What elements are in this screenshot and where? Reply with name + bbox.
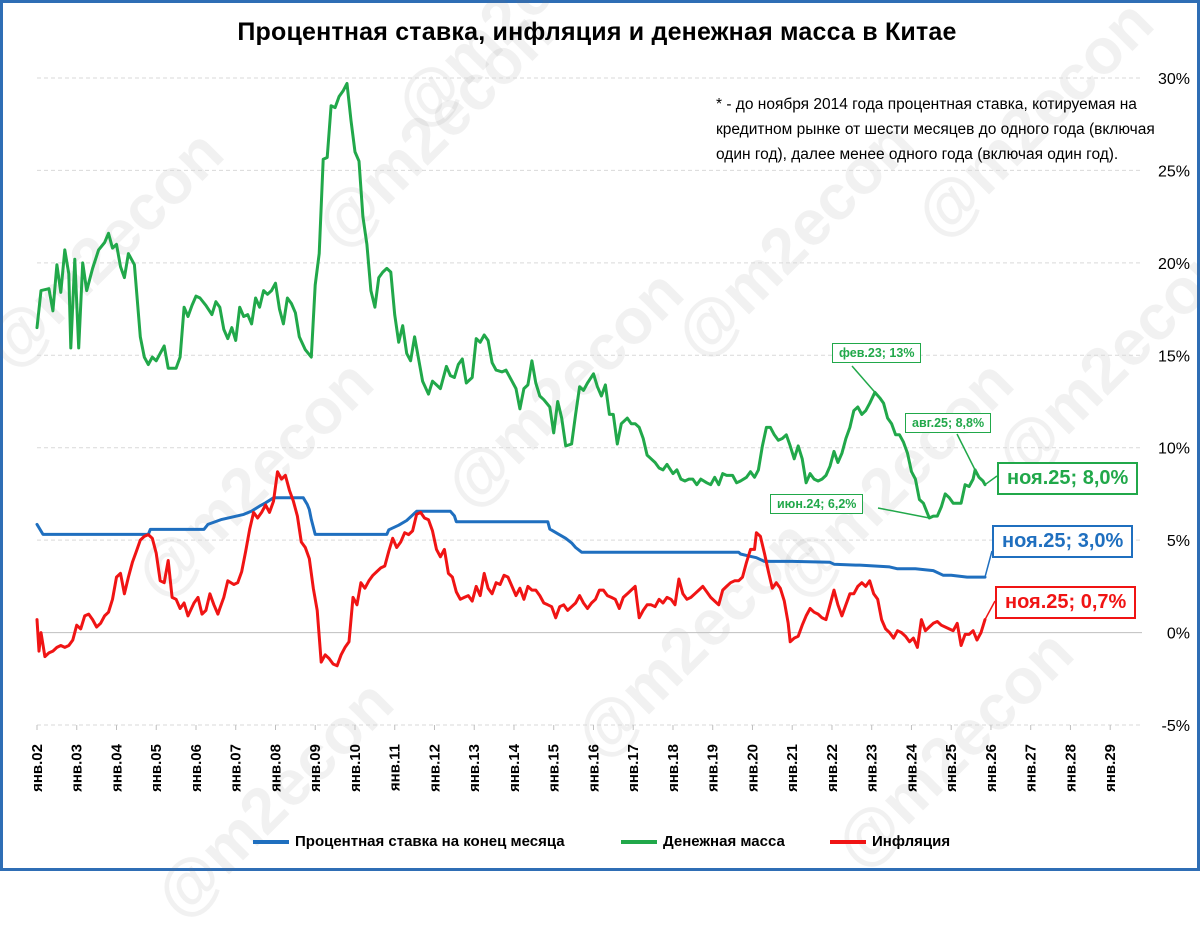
x-tick-label: янв.03 [69,744,86,792]
x-tick-label: янв.18 [665,744,682,792]
legend-item-money: Денежная масса [621,833,785,850]
legend-swatch-inflation [830,839,866,844]
x-tick-label: янв.21 [784,744,801,792]
x-tick-label: янв.12 [426,744,443,792]
x-tick-label: янв.20 [744,744,761,792]
y-tick-label: 30% [1158,71,1190,88]
legend-label-inflation: Инфляция [872,833,951,850]
x-tick-label: янв.05 [148,744,165,792]
y-tick-label: 5% [1167,533,1190,550]
chart-frame [0,0,1200,871]
series-line-rate [35,496,987,579]
x-tick-label: янв.09 [307,744,324,792]
legend-item-inflation: Инфляция [830,833,950,850]
x-tick-label: янв.17 [625,744,642,792]
callout-leader [984,550,993,578]
x-axis-tick-labels: янв.02 янв.03 янв.04 янв.05 янв.06 янв.07 янв.… [29,743,1119,792]
x-tick-label: янв.22 [824,744,841,792]
callout-feb23: фев.23; 13% [832,343,922,363]
callout-leader-lines [851,365,998,620]
x-tick-label: янв.23 [864,744,881,792]
x-tick-label: янв.14 [506,743,523,792]
x-tick-label: янв.15 [546,744,563,792]
x-tick-label: янв.11 [387,744,404,791]
legend-item-rate: Процентная ставка на конец месяца [253,833,565,850]
legend-swatch-rate [253,839,289,844]
series-lines [35,82,987,668]
callout-leader [956,433,976,471]
x-tick-label: янв.16 [585,744,602,792]
x-tick-label: янв.07 [228,744,245,792]
x-tick-label: янв.27 [1023,744,1040,792]
x-tick-label: янв.26 [983,744,1000,792]
callout-jun24: июн.24; 6,2% [770,494,864,514]
legend-label-money: Денежная масса [663,833,785,850]
x-tick-label: янв.24 [903,743,920,792]
x-tick-label: янв.29 [1102,744,1119,792]
x-tick-label: янв.13 [466,744,483,792]
x-tick-label: янв.02 [29,744,46,792]
x-tick-label: янв.10 [347,744,364,792]
y-tick-label: 15% [1158,348,1190,365]
callout-aug25: авг.25; 8,8% [905,413,992,433]
callout-nov25-rate: ноя.25; 3,0% [992,525,1134,558]
callout-leader [877,507,930,519]
grid-lines [36,77,1142,730]
chart-title: Процентная ставка, инфляция и денежная м… [237,18,957,46]
y-tick-label: 25% [1158,163,1190,180]
legend-label-rate: Процентная ставка на конец месяца [295,833,565,850]
y-axis-tick-labels: 30% 25% 20% 15% 10% 5% 0% -5% [1158,71,1190,735]
x-tick-label: янв.25 [943,744,960,792]
callout-leader [984,600,996,620]
footnote: * - до ноября 2014 года процентная ставк… [716,96,1155,163]
callout-leader [984,475,998,486]
series-line-inflation [35,470,987,668]
y-tick-label: -5% [1162,718,1190,735]
y-tick-label: 20% [1158,256,1190,273]
legend-swatch-money [621,839,657,844]
series-line-money [35,82,987,520]
x-tick-label: янв.28 [1062,744,1079,792]
y-tick-label: 0% [1167,626,1190,643]
x-tick-label: янв.19 [705,744,722,792]
callout-nov25-inflation: ноя.25; 0,7% [995,586,1137,619]
callout-leader [851,365,876,393]
x-tick-label: янв.04 [108,743,125,792]
x-tick-label: янв.08 [267,744,284,792]
x-tick-label: янв.06 [188,744,205,792]
y-tick-label: 10% [1158,441,1190,458]
chart-canvas: 30%25%20%15%10%5%0%-5% янв.02 янв.03 янв.0… [29,71,1190,792]
callout-nov25-money: ноя.25; 8,0% [997,462,1139,495]
